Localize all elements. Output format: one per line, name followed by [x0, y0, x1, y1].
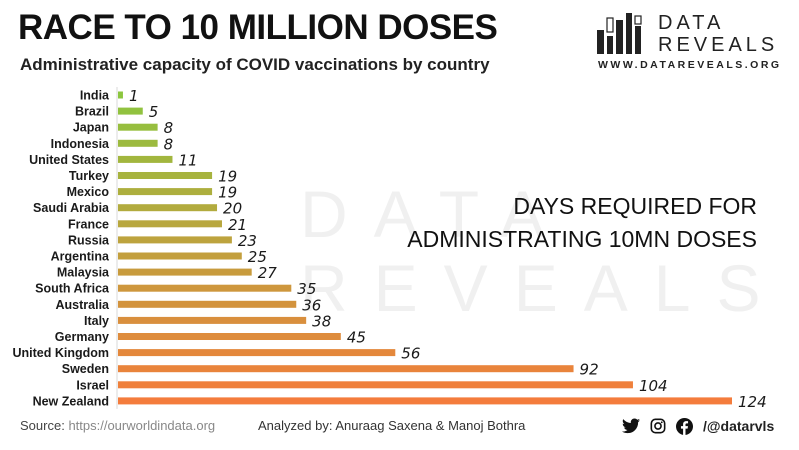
value-label: 25 [248, 248, 267, 266]
category-label: Mexico [67, 185, 110, 199]
bar [118, 300, 297, 308]
bar [118, 365, 574, 373]
category-label: Turkey [69, 169, 109, 183]
category-label: Malaysia [57, 266, 110, 280]
value-label: 38 [312, 312, 331, 330]
bar [118, 252, 242, 260]
value-label: 19 [218, 184, 237, 202]
category-label: United States [29, 153, 109, 167]
social-handle[interactable]: /@datarvls [703, 418, 775, 434]
annotation-line1: DAYS REQUIRED FOR [513, 193, 757, 219]
category-label: Israel [76, 378, 109, 392]
value-label: 21 [228, 216, 247, 234]
bar [118, 349, 396, 357]
value-label: 92 [580, 361, 599, 379]
bar [118, 155, 173, 163]
value-label: 56 [401, 345, 420, 363]
category-label: Indonesia [51, 137, 110, 151]
category-label: France [68, 217, 109, 231]
brand-name-line1: DATA [658, 12, 725, 34]
chart-annotation: DAYS REQUIRED FOR ADMINISTRATING 10MN DO… [407, 190, 757, 256]
category-label: New Zealand [33, 394, 109, 408]
value-label: 8 [164, 135, 174, 153]
bar [118, 220, 222, 228]
brand-name-line2: REVEALS [658, 34, 779, 56]
social-links: /@datarvls [622, 414, 774, 438]
category-label: Germany [55, 330, 109, 344]
bar [118, 139, 158, 147]
category-label: Argentina [51, 250, 110, 264]
bar [118, 316, 307, 324]
category-label: Japan [73, 121, 109, 135]
facebook-icon[interactable] [676, 417, 693, 435]
bar [118, 91, 123, 99]
value-label: 19 [218, 168, 237, 186]
bar [118, 107, 143, 115]
value-label: 104 [639, 377, 668, 395]
chart-subtitle: Administrative capacity of COVID vaccina… [20, 55, 490, 74]
bar [118, 381, 633, 389]
value-label: 27 [258, 264, 278, 282]
bar [118, 284, 292, 292]
bar [118, 204, 218, 212]
bar [118, 236, 232, 244]
bar [118, 123, 158, 131]
value-label: 1 [129, 87, 139, 105]
value-label: 11 [178, 151, 197, 169]
category-label: South Africa [35, 282, 110, 296]
twitter-icon[interactable] [622, 418, 640, 434]
annotation-line2: ADMINISTRATING 10MN DOSES [407, 226, 757, 252]
value-label: 8 [164, 119, 174, 137]
category-label: Brazil [75, 105, 109, 119]
source-note: Source: https://ourworldindata.org [20, 418, 215, 433]
value-label: 124 [738, 393, 767, 411]
category-label: Sweden [62, 362, 109, 376]
value-label: 45 [347, 329, 366, 347]
category-label: India [80, 89, 110, 103]
value-label: 5 [149, 103, 159, 121]
value-label: 36 [302, 296, 321, 314]
brand-url: WWW.DATAREVEALS.ORG [598, 59, 782, 71]
chart-title: RACE TO 10 MILLION DOSES [18, 8, 498, 47]
value-label: 23 [238, 232, 257, 250]
source-label: Source: [20, 418, 65, 433]
analyzed-by: Analyzed by: Anuraag Saxena & Manoj Both… [258, 418, 526, 433]
bar [118, 333, 341, 340]
source-url[interactable]: https://ourworldindata.org [68, 418, 216, 433]
bar [118, 188, 213, 196]
logo-bars-icon [597, 13, 642, 54]
bar [118, 268, 252, 276]
value-label: 35 [297, 280, 316, 298]
category-label: Australia [56, 298, 111, 312]
value-label: 20 [223, 200, 242, 218]
brand-logo: DATA REVEALS WWW.DATAREVEALS.ORG [596, 10, 791, 76]
category-label: United Kingdom [12, 346, 109, 360]
category-label: Italy [84, 314, 109, 328]
bar [118, 397, 732, 405]
category-label: Russia [68, 233, 110, 247]
bar [118, 172, 213, 179]
instagram-icon[interactable] [650, 418, 666, 434]
category-label: Saudi Arabia [33, 201, 110, 215]
